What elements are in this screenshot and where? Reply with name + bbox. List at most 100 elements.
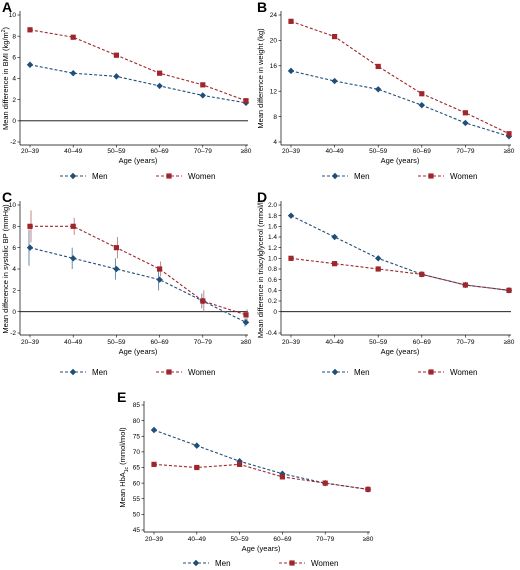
legend-label-men: Men xyxy=(354,172,370,181)
x-tick-label: 60–69 xyxy=(273,536,291,543)
series-line-men xyxy=(153,429,369,490)
x-tick-label: 50–59 xyxy=(107,339,125,346)
legend-label-women: Women xyxy=(311,559,338,568)
y-tick-label: 50 xyxy=(133,512,141,519)
y-tick-label: 65 xyxy=(133,465,141,472)
x-tick-label: 50–59 xyxy=(369,339,387,346)
legend: Men Women xyxy=(183,559,338,568)
y-tick-label: 4 xyxy=(273,139,277,146)
panel-a: A -2 0 2 4 6 8 10 20–39 40–49 50–59 60–69 70–79 ≥80 Ag… xyxy=(1,0,252,181)
x-tick-label: 20–39 xyxy=(21,339,39,346)
x-tick-label: 20–39 xyxy=(282,339,300,346)
data-point-women xyxy=(322,480,328,486)
data-point-men xyxy=(70,255,77,262)
x-tick-label: 40–49 xyxy=(64,339,82,346)
data-point-men xyxy=(287,67,295,75)
x-tick-label: 50–59 xyxy=(369,148,387,155)
y-tick-label: 75 xyxy=(133,433,141,440)
x-tick-label: 70–79 xyxy=(456,148,474,155)
panel-letter: B xyxy=(257,0,267,15)
panel-letter: C xyxy=(2,189,12,205)
data-point-women xyxy=(288,18,294,24)
data-point-men xyxy=(375,86,382,93)
data-point-women xyxy=(237,461,243,467)
legend-label-women: Women xyxy=(450,172,477,181)
subscript: 1c xyxy=(124,466,130,472)
legend-label-men: Men xyxy=(215,559,231,568)
y-tick-label: 1.8 xyxy=(268,213,277,220)
data-point-men xyxy=(156,276,163,283)
data-point-women xyxy=(27,27,33,33)
data-point-men xyxy=(462,119,469,127)
y-tick-label: 8 xyxy=(12,224,16,231)
x-tick-label: ≥80 xyxy=(504,339,515,346)
y-axis-title: Mean HbA1c (mmol/mol) xyxy=(118,427,130,508)
y-tick-label: 0.6 xyxy=(268,277,277,284)
y-tick-label: 20 xyxy=(270,38,278,45)
panel-d: D -0.4 0 0.2 0.4 0.6 0.8 1.0 1.2 1.4 1.6 1.8 2.0 20–3… xyxy=(256,189,515,377)
y-tick-label: 2.0 xyxy=(268,202,277,209)
data-point-women xyxy=(375,266,381,272)
y-tick-label: 4 xyxy=(12,76,16,83)
y-tick-label: 4 xyxy=(12,266,16,273)
data-point-women xyxy=(151,461,157,467)
legend-marker-women xyxy=(166,369,172,375)
x-axis-title: Age (years) xyxy=(242,544,281,553)
data-point-women xyxy=(113,245,119,251)
x-tick-label: 70–79 xyxy=(194,148,212,155)
legend-marker-men xyxy=(69,172,77,180)
data-point-men xyxy=(331,233,338,241)
x-tick-label: 40–49 xyxy=(64,148,82,155)
legend-marker-men xyxy=(331,368,339,376)
data-point-men xyxy=(242,319,250,326)
y-tick-label: 6 xyxy=(12,55,16,62)
panel-letter: E xyxy=(117,389,126,405)
data-point-women xyxy=(365,486,371,492)
y-tick-label: 1.4 xyxy=(268,234,277,241)
data-point-men xyxy=(156,82,163,90)
data-point-men xyxy=(26,244,34,251)
data-point-women xyxy=(200,298,206,304)
y-tick-label: 70 xyxy=(133,449,141,456)
data-point-women xyxy=(419,271,425,277)
data-point-women xyxy=(243,98,249,104)
x-tick-label: 50–59 xyxy=(231,536,249,543)
data-point-women xyxy=(194,464,200,471)
legend-marker-men xyxy=(192,559,200,567)
legend-label-women: Women xyxy=(188,172,215,181)
data-point-women xyxy=(113,52,119,58)
legend: Men Women xyxy=(322,368,477,377)
data-point-men xyxy=(113,73,120,80)
legend-label-men: Men xyxy=(354,368,370,377)
y-tick-label: 8 xyxy=(273,114,277,121)
data-point-women xyxy=(462,110,468,116)
x-tick-label: 70–79 xyxy=(194,339,212,346)
x-tick-label: 20–39 xyxy=(282,148,300,155)
y-tick-label: 85 xyxy=(133,402,141,409)
y-tick-label: 2 xyxy=(12,97,16,104)
y-axis-title: Mean difference in BMI (kg/m2) xyxy=(1,26,10,130)
y-tick-label: 1.0 xyxy=(268,256,277,263)
data-point-men xyxy=(331,77,338,85)
x-tick-label: 20–39 xyxy=(145,536,163,543)
superscript: 2 xyxy=(1,29,7,32)
data-point-women xyxy=(157,266,163,272)
data-point-men xyxy=(70,70,77,77)
data-point-women xyxy=(506,287,512,293)
y-axis-title: Mean difference in systolic BP (mmHg) xyxy=(1,204,10,334)
panel-e: E 45 50 55 60 65 70 75 80 85 20–39 40–49 50–59 60–69 7… xyxy=(117,389,374,568)
legend-label-men: Men xyxy=(92,172,108,181)
legend-label-men: Men xyxy=(92,368,108,377)
data-point-women xyxy=(419,91,425,97)
x-tick-label: 40–49 xyxy=(326,339,344,346)
y-tick-label: 16 xyxy=(270,63,278,70)
legend-marker-women xyxy=(428,173,434,179)
panel-c: C -2 0 2 4 6 8 10 20–39 40–49 50–59 60–69 70–79 ≥80 Ag… xyxy=(1,189,252,377)
x-tick-label: 70–79 xyxy=(456,339,474,346)
data-point-women xyxy=(288,255,294,261)
data-point-men xyxy=(150,426,158,434)
data-point-women xyxy=(70,34,76,40)
legend-marker-men xyxy=(331,172,339,180)
x-axis-title: Age (years) xyxy=(119,156,158,165)
data-point-women xyxy=(279,474,285,480)
